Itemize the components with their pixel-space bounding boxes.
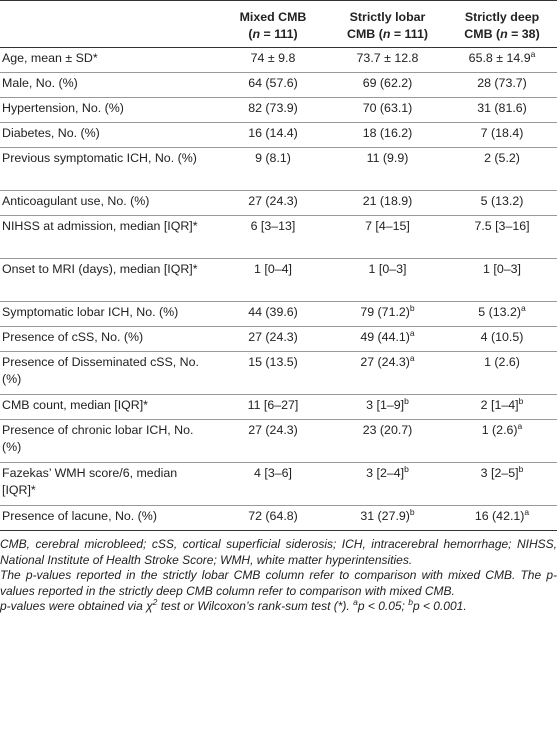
mixed-cmb-value: 44 (39.6) [218, 301, 328, 327]
row-label: Fazekas’ WMH score/6, median [IQR]* [0, 462, 218, 506]
row-label: Male, No. (%) [0, 72, 218, 98]
strictly-lobar-value: 27 (24.3)a [328, 351, 447, 395]
strictly-deep-value: 5 (13.2)a [447, 301, 557, 327]
significance-marker: b [409, 302, 415, 313]
table-row: Presence of lacune, No. (%) 72 (64.8) 31 (… [0, 505, 557, 531]
table-footnotes: CMB, cerebral microbleed; cSS, cortical … [0, 537, 557, 615]
significance-marker: a [524, 506, 530, 517]
mixed-cmb-value: 15 (13.5) [218, 351, 328, 395]
table-row: Age, mean ± SD* 74 ± 9.8 73.7 ± 12.8 65.8 ±… [0, 47, 557, 73]
significance-marker: b [404, 395, 409, 406]
strictly-deep-value: 2 [1–4]b [447, 394, 557, 420]
table-row: Previous symptomatic ICH, No. (%) 9 (8.1)… [0, 147, 557, 191]
strictly-deep-value: 1 (2.6)a [447, 419, 557, 463]
strictly-lobar-value: 69 (62.2) [328, 72, 447, 98]
footnote-tests: p-values were obtained via χ2 test or Wi… [0, 597, 467, 613]
header-label-column [0, 1, 218, 48]
significance-marker: a [517, 420, 523, 431]
mixed-cmb-value: 6 [3–13] [218, 215, 328, 259]
table-row: CMB count, median [IQR]* 11 [6–27] 3 [1–9]… [0, 394, 557, 420]
strictly-lobar-value: 23 (20.7) [328, 419, 447, 463]
row-label: Symptomatic lobar ICH, No. (%) [0, 301, 218, 327]
mixed-cmb-value: 1 [0–4] [218, 258, 328, 302]
row-label: Hypertension, No. (%) [0, 97, 218, 123]
row-label: Presence of Disseminated cSS, No. (%) [0, 351, 218, 395]
table-row: NIHSS at admission, median [IQR]* 6 [3–13… [0, 215, 557, 259]
mixed-cmb-value: 74 ± 9.8 [218, 47, 328, 73]
strictly-lobar-value: 49 (44.1)a [328, 326, 447, 352]
significance-marker: a [409, 352, 415, 363]
mixed-cmb-value: 64 (57.6) [218, 72, 328, 98]
strictly-deep-value: 5 (13.2) [447, 190, 557, 216]
significance-marker: a [530, 48, 536, 59]
table-row: Presence of Disseminated cSS, No. (%) 15 … [0, 351, 557, 395]
row-label: Presence of lacune, No. (%) [0, 505, 218, 531]
strictly-lobar-value: 7 [4–15] [328, 215, 447, 259]
strictly-deep-value: 16 (42.1)a [447, 505, 557, 531]
mixed-cmb-value: 27 (24.3) [218, 326, 328, 352]
strictly-lobar-value: 70 (63.1) [328, 97, 447, 123]
strictly-deep-value: 65.8 ± 14.9a [447, 47, 557, 73]
strictly-deep-value: 31 (81.6) [447, 97, 557, 123]
strictly-lobar-value: 11 (9.9) [328, 147, 447, 191]
mixed-cmb-value: 82 (73.9) [218, 97, 328, 123]
strictly-deep-value: 7 (18.4) [447, 122, 557, 148]
table-header-row: Mixed CMB (n = 111) Strictly lobar CMB (… [0, 0, 557, 48]
significance-marker: b [518, 395, 524, 406]
footnote-abbreviations: CMB, cerebral microbleed; cSS, cortical … [0, 537, 557, 567]
row-label: Anticoagulant use, No. (%) [0, 190, 218, 216]
significance-marker: a [520, 302, 526, 313]
table-row: Fazekas’ WMH score/6, median [IQR]* 4 [3–… [0, 462, 557, 506]
significance-marker: b [409, 506, 415, 517]
strictly-deep-value: 1 [0–3] [447, 258, 557, 302]
strictly-deep-value: 3 [2–5]b [447, 462, 557, 506]
significance-marker: a [409, 327, 415, 338]
table-row: Symptomatic lobar ICH, No. (%) 44 (39.6) 7… [0, 301, 557, 327]
table-row: Diabetes, No. (%) 16 (14.4) 18 (16.2) 7 (18… [0, 122, 557, 148]
mixed-cmb-value: 72 (64.8) [218, 505, 328, 531]
strictly-lobar-value: 21 (18.9) [328, 190, 447, 216]
strictly-lobar-value: 3 [1–9]b [328, 394, 447, 420]
header-strictly-deep-cmb: Strictly deep CMB (n = 38) [464, 10, 540, 41]
mixed-cmb-value: 27 (24.3) [218, 190, 328, 216]
table-row: Presence of cSS, No. (%) 27 (24.3) 49 (44.… [0, 326, 557, 352]
table-row: Onset to MRI (days), median [IQR]* 1 [0–4… [0, 258, 557, 302]
strictly-deep-value: 4 (10.5) [447, 326, 557, 352]
results-table: Mixed CMB (n = 111) Strictly lobar CMB (… [0, 0, 557, 531]
mixed-cmb-value: 9 (8.1) [218, 147, 328, 191]
strictly-deep-value: 28 (73.7) [447, 72, 557, 98]
strictly-lobar-value: 18 (16.2) [328, 122, 447, 148]
strictly-lobar-value: 3 [2–4]b [328, 462, 447, 506]
mixed-cmb-value: 4 [3–6] [218, 462, 328, 506]
row-label: NIHSS at admission, median [IQR]* [0, 215, 218, 259]
table-body: Age, mean ± SD* 74 ± 9.8 73.7 ± 12.8 65.8 ±… [0, 47, 557, 531]
strictly-deep-value: 7.5 [3–16] [447, 215, 557, 259]
row-label: Onset to MRI (days), median [IQR]* [0, 258, 218, 302]
row-label: CMB count, median [IQR]* [0, 394, 218, 420]
row-label: Diabetes, No. (%) [0, 122, 218, 148]
mixed-cmb-value: 16 (14.4) [218, 122, 328, 148]
table-row: Male, No. (%) 64 (57.6) 69 (62.2) 28 (73.7) [0, 72, 557, 98]
row-label: Previous symptomatic ICH, No. (%) [0, 147, 218, 191]
row-label: Presence of chronic lobar ICH, No. (%) [0, 419, 218, 463]
strictly-lobar-value: 1 [0–3] [328, 258, 447, 302]
strictly-lobar-value: 79 (71.2)b [328, 301, 447, 327]
strictly-deep-value: 2 (5.2) [447, 147, 557, 191]
table-row: Anticoagulant use, No. (%) 27 (24.3) 21 (1… [0, 190, 557, 216]
row-label: Presence of cSS, No. (%) [0, 326, 218, 352]
significance-marker: b [518, 463, 524, 474]
mixed-cmb-value: 27 (24.3) [218, 419, 328, 463]
strictly-lobar-value: 73.7 ± 12.8 [328, 47, 447, 73]
mixed-cmb-value: 11 [6–27] [218, 394, 328, 420]
table-row: Hypertension, No. (%) 82 (73.9) 70 (63.1) 3… [0, 97, 557, 123]
header-strictly-lobar-cmb: Strictly lobar CMB (n = 111) [347, 10, 428, 41]
strictly-deep-value: 1 (2.6) [447, 351, 557, 395]
strictly-lobar-value: 31 (27.9)b [328, 505, 447, 531]
header-mixed-cmb: Mixed CMB (n = 111) [239, 10, 307, 41]
significance-marker: b [404, 463, 409, 474]
table-row: Presence of chronic lobar ICH, No. (%) 27… [0, 419, 557, 463]
footnote-pvalue-description: The p-values reported in the strictly lo… [0, 568, 557, 598]
row-label: Age, mean ± SD* [0, 47, 218, 73]
